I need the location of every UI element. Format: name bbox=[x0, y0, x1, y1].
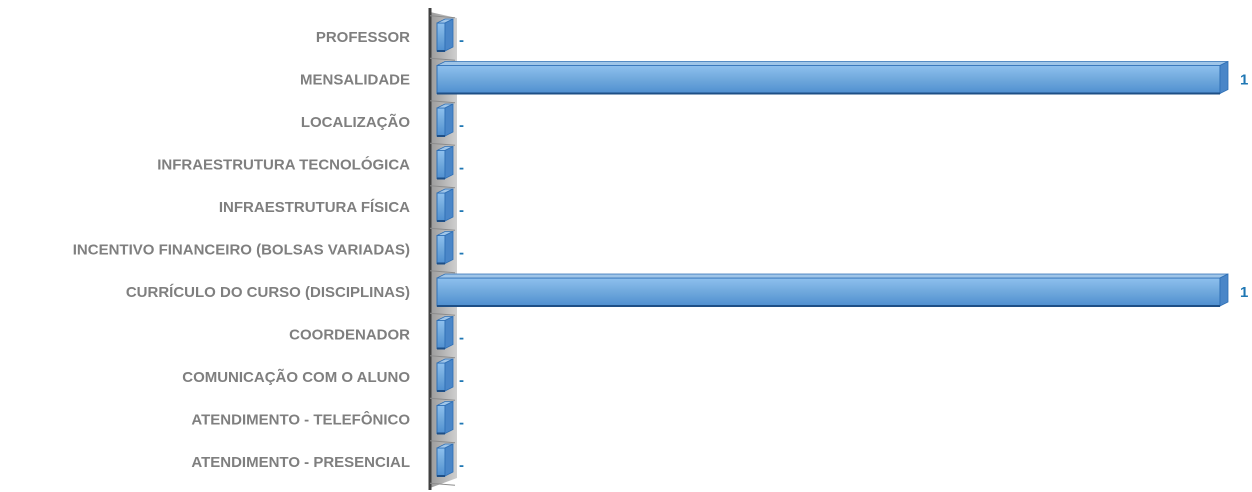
category-label: INCENTIVO FINANCEIRO (BOLSAS VARIADAS) bbox=[73, 242, 410, 259]
category-label: CURRÍCULO DO CURSO (DISCIPLINAS) bbox=[126, 284, 410, 301]
bar-front bbox=[436, 22, 446, 52]
category-label: COORDENADOR bbox=[289, 327, 410, 344]
bar-side bbox=[444, 188, 454, 222]
category-label: COMUNICAÇÃO COM O ALUNO bbox=[182, 368, 410, 386]
data-label: - bbox=[459, 457, 464, 474]
bar-front bbox=[436, 320, 446, 349]
data-label: 1 bbox=[1240, 284, 1248, 301]
bar bbox=[436, 145, 454, 180]
category-label: ATENDIMENTO - PRESENCIAL bbox=[191, 454, 410, 471]
data-label: 1 bbox=[1240, 72, 1248, 89]
bar-side bbox=[444, 400, 454, 435]
data-label: - bbox=[459, 117, 464, 134]
axis-tick bbox=[429, 397, 456, 401]
bar-front bbox=[436, 65, 1221, 94]
data-label: - bbox=[459, 202, 464, 219]
data-label: - bbox=[459, 245, 464, 262]
category-label: INFRAESTRUTURA TECNOLÓGICA bbox=[157, 156, 410, 174]
bar bbox=[436, 60, 1229, 95]
bar bbox=[436, 443, 454, 477]
bar-top bbox=[436, 61, 1229, 66]
data-label: - bbox=[459, 415, 464, 432]
bar-front bbox=[436, 107, 446, 137]
axis-tick bbox=[429, 185, 456, 189]
axis-tick bbox=[429, 227, 456, 231]
category-label: PROFESSOR bbox=[316, 29, 410, 46]
bar-side bbox=[444, 358, 454, 392]
bar-front bbox=[436, 362, 446, 392]
data-label: - bbox=[459, 32, 464, 49]
category-label: INFRAESTRUTURA FÍSICA bbox=[219, 199, 410, 216]
bar bbox=[436, 188, 454, 222]
bar-side bbox=[1219, 60, 1229, 95]
category-label: LOCALIZAÇÃO bbox=[301, 113, 410, 131]
bar-front bbox=[436, 235, 446, 264]
bar bbox=[436, 18, 454, 52]
category-label: MENSALIDADE bbox=[300, 72, 410, 89]
bar-front bbox=[436, 192, 446, 222]
bar-side bbox=[444, 103, 454, 137]
bar bbox=[436, 315, 454, 350]
axis-tick bbox=[429, 312, 456, 316]
axis-tick bbox=[429, 270, 456, 274]
bar-side bbox=[444, 18, 454, 52]
labels-layer: PROFESSOR - MENSALIDADE 1 LOCALIZAÇÃO - INFRAE… bbox=[73, 29, 1249, 474]
axis-tick bbox=[429, 100, 456, 104]
category-label: ATENDIMENTO - TELEFÔNICO bbox=[191, 411, 410, 429]
bar bbox=[436, 230, 454, 265]
bar-side bbox=[444, 443, 454, 477]
bar bbox=[436, 400, 454, 435]
axis-tick bbox=[429, 440, 456, 444]
bar-side bbox=[444, 315, 454, 350]
bar-front bbox=[436, 447, 446, 477]
axis-tick bbox=[429, 142, 456, 146]
bar bbox=[436, 273, 1229, 307]
bar-side bbox=[1219, 273, 1229, 307]
axis-tick bbox=[429, 355, 456, 359]
bar bbox=[436, 358, 454, 392]
bar-top bbox=[436, 273, 1229, 279]
data-label: - bbox=[459, 372, 464, 389]
bar bbox=[436, 103, 454, 137]
bar-front bbox=[436, 277, 1221, 307]
bar-side bbox=[444, 145, 454, 180]
bar-front bbox=[436, 405, 446, 434]
bar-front bbox=[436, 150, 446, 179]
bars-layer bbox=[436, 18, 1229, 477]
axis-tick bbox=[429, 57, 456, 61]
axis-tick bbox=[429, 482, 456, 486]
data-label: - bbox=[459, 330, 464, 347]
data-label: - bbox=[459, 160, 464, 177]
axis-tick bbox=[429, 15, 456, 19]
bar-side bbox=[444, 230, 454, 265]
